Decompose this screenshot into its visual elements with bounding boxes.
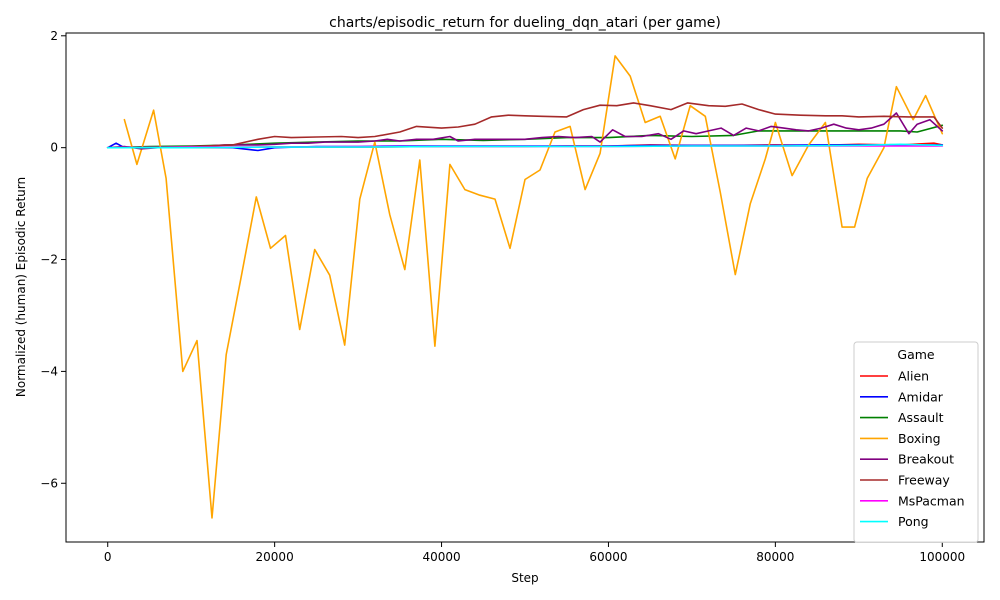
y-axis: −6 −4 −2 0 2: [40, 29, 66, 490]
y-tick-label: 2: [50, 29, 58, 43]
x-tick-label: 100000: [919, 550, 965, 564]
x-tick-label: 20000: [256, 550, 294, 564]
y-tick-label: −4: [40, 364, 58, 378]
legend-label-breakout: Breakout: [898, 452, 954, 467]
legend-label-alien: Alien: [898, 369, 929, 384]
series-layer: [106, 55, 944, 519]
y-axis-label: Normalized (human) Episodic Return: [14, 177, 28, 397]
legend-label-mspacman: MsPacman: [898, 493, 965, 508]
y-tick-label: 0: [50, 141, 58, 155]
series-line-pong: [106, 143, 944, 149]
chart-title: charts/episodic_return for dueling_dqn_a…: [329, 15, 721, 31]
legend-label-assault: Assault: [898, 410, 944, 425]
series-line-boxing: [123, 55, 944, 519]
x-tick-label: 40000: [422, 550, 460, 564]
y-tick-label: −6: [40, 476, 58, 490]
legend-label-boxing: Boxing: [898, 431, 941, 446]
series-line-freeway: [106, 102, 944, 149]
x-axis: 0 20000 40000 60000 80000 100000: [104, 542, 965, 564]
legend: Game Alien Amidar Assault Boxing Breakout Free…: [853, 341, 979, 543]
legend-box: [853, 341, 979, 543]
legend-label-pong: Pong: [898, 514, 929, 529]
series-line-breakout: [106, 112, 944, 150]
x-tick-label: 60000: [589, 550, 627, 564]
plot-area: [65, 32, 985, 543]
legend-title: Game: [897, 347, 935, 362]
legend-label-freeway: Freeway: [898, 473, 950, 488]
legend-label-amidar: Amidar: [898, 389, 944, 404]
x-tick-label: 0: [104, 550, 112, 564]
x-axis-label: Step: [511, 571, 538, 585]
y-tick-label: −2: [40, 253, 58, 267]
x-tick-label: 80000: [756, 550, 794, 564]
